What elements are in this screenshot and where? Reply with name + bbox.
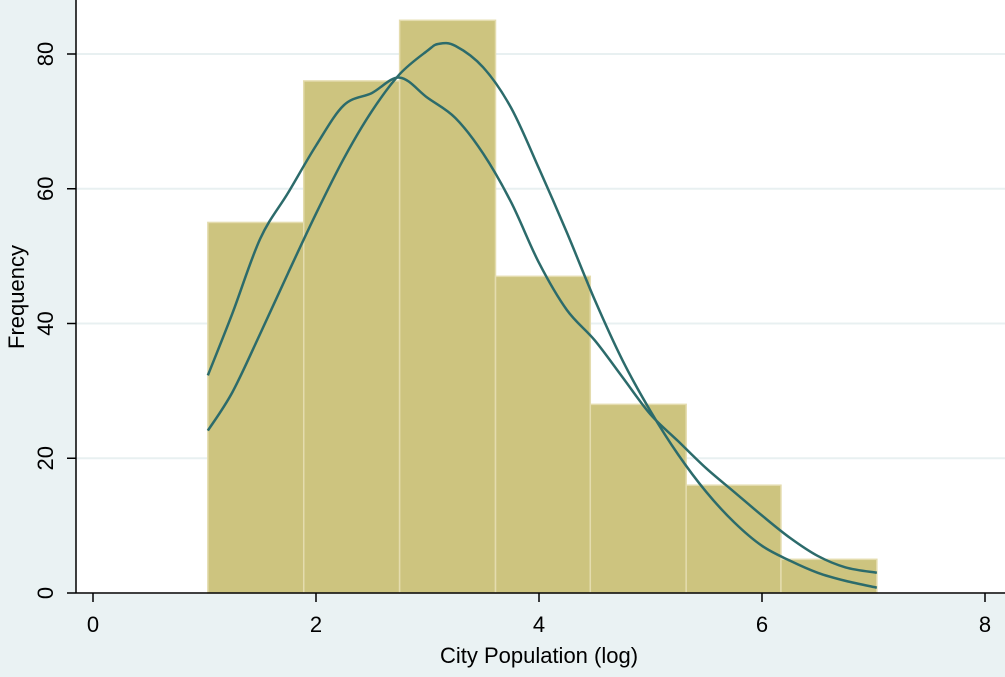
histogram-bars <box>207 19 878 594</box>
y-tick-label-40: 40 <box>33 311 58 335</box>
x-axis-title: City Population (log) <box>440 643 638 668</box>
histogram-bar-5 <box>589 403 687 594</box>
histogram-bar-2 <box>302 80 401 594</box>
histogram-bar-6 <box>685 484 782 594</box>
y-tick-label-80: 80 <box>33 42 58 66</box>
x-tick-label-6: 6 <box>756 612 768 637</box>
kernel-density-curve <box>206 76 878 575</box>
y-tick-label-60: 60 <box>33 177 58 201</box>
density-curves <box>206 41 878 589</box>
y-tick-label-0: 0 <box>33 587 58 599</box>
y-axis-title: Frequency <box>4 245 29 349</box>
x-tick-label-4: 4 <box>533 612 545 637</box>
x-tick-label-8: 8 <box>979 612 991 637</box>
histogram-bar-4 <box>494 275 592 594</box>
histogram-bar-3 <box>398 19 497 594</box>
x-tick-label-0: 0 <box>87 612 99 637</box>
x-tick-label-2: 2 <box>310 612 322 637</box>
normal-density-curve <box>206 41 878 589</box>
y-tick-label-20: 20 <box>33 446 58 470</box>
